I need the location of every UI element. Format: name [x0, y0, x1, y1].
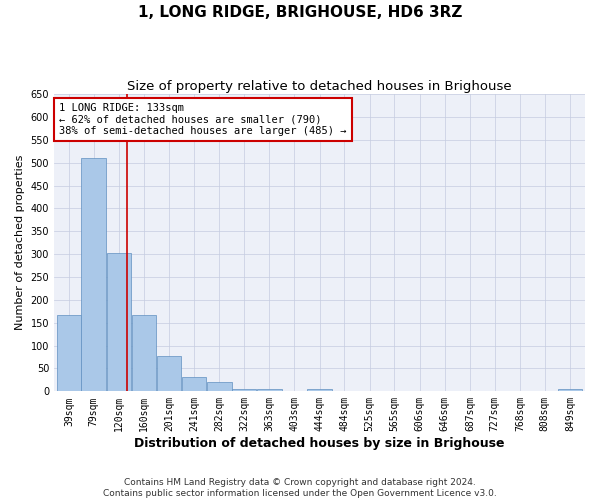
Bar — [82, 158, 106, 392]
Title: Size of property relative to detached houses in Brighouse: Size of property relative to detached ho… — [127, 80, 512, 93]
Text: 1, LONG RIDGE, BRIGHOUSE, HD6 3RZ: 1, LONG RIDGE, BRIGHOUSE, HD6 3RZ — [138, 5, 462, 20]
X-axis label: Distribution of detached houses by size in Brighouse: Distribution of detached houses by size … — [134, 437, 505, 450]
Bar — [107, 253, 131, 392]
Bar — [257, 389, 281, 392]
Bar — [558, 389, 583, 392]
Text: Contains HM Land Registry data © Crown copyright and database right 2024.
Contai: Contains HM Land Registry data © Crown c… — [103, 478, 497, 498]
Y-axis label: Number of detached properties: Number of detached properties — [15, 155, 25, 330]
Bar — [131, 314, 156, 392]
Bar — [182, 376, 206, 392]
Bar — [157, 356, 181, 392]
Bar — [207, 382, 232, 392]
Bar — [307, 389, 332, 392]
Text: 1 LONG RIDGE: 133sqm
← 62% of detached houses are smaller (790)
38% of semi-deta: 1 LONG RIDGE: 133sqm ← 62% of detached h… — [59, 103, 347, 136]
Bar — [232, 389, 256, 392]
Bar — [56, 314, 81, 392]
